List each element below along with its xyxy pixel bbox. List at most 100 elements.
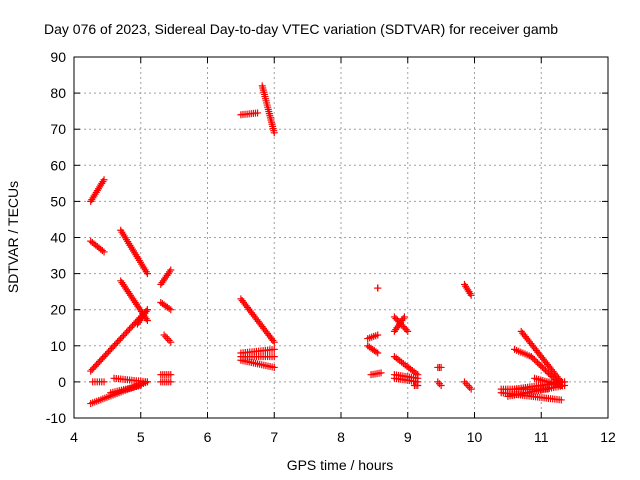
data-point — [532, 357, 540, 365]
data-point — [165, 304, 173, 312]
data-series-segment — [237, 109, 262, 119]
x-tick-label: 7 — [270, 429, 278, 445]
data-point — [111, 341, 119, 349]
y-tick-label: 60 — [50, 157, 66, 173]
chart-title: Day 076 of 2023, Sidereal Day-to-day VTE… — [44, 21, 558, 37]
x-axis-label: GPS time / hours — [287, 457, 394, 473]
grid-lines — [74, 57, 608, 418]
data-series-segment — [87, 176, 108, 205]
data-point — [127, 323, 135, 331]
data-point — [91, 362, 99, 370]
data-point — [117, 335, 125, 343]
data-series-segment — [160, 331, 175, 346]
x-axis-ticks: 4 5 6 7 8 9 10 11 12 — [70, 57, 616, 445]
data-point — [100, 248, 108, 256]
data-point — [143, 378, 151, 386]
data-point — [537, 362, 545, 370]
data-point — [400, 313, 408, 321]
data-point — [530, 356, 538, 364]
data-point — [390, 313, 398, 321]
data-series-segment — [237, 356, 278, 371]
data-series-segment — [110, 374, 151, 386]
data-series-segment — [390, 353, 422, 379]
data-point — [414, 382, 422, 390]
data-point — [112, 340, 120, 348]
data-point — [374, 284, 382, 292]
data-point — [143, 306, 151, 314]
data-point — [529, 354, 537, 362]
data-point — [100, 353, 108, 361]
data-point — [546, 371, 554, 379]
data-point — [88, 365, 96, 373]
data-point — [167, 338, 175, 346]
data-point — [124, 327, 132, 335]
data-point — [467, 385, 475, 393]
y-tick-label: 20 — [50, 302, 66, 318]
data-point — [399, 323, 407, 331]
data-point — [534, 359, 542, 367]
data-point — [270, 338, 278, 346]
data-point — [543, 368, 551, 376]
data-point — [123, 328, 131, 336]
data-point — [115, 336, 123, 344]
data-point — [402, 326, 410, 334]
data-point — [100, 378, 108, 386]
data-point — [401, 324, 409, 332]
y-tick-label: 10 — [50, 338, 66, 354]
data-point — [540, 365, 548, 373]
data-point — [557, 382, 565, 390]
y-tick-label: 0 — [58, 374, 66, 390]
data-series-segment — [434, 378, 445, 390]
data-series-segment — [237, 353, 278, 361]
data-point — [97, 356, 105, 364]
x-tick-label: 12 — [600, 429, 616, 445]
data-series-segment — [460, 280, 475, 299]
data-point — [377, 369, 385, 377]
x-tick-label: 11 — [534, 429, 549, 445]
data-point — [120, 332, 128, 340]
data-series-segment — [374, 284, 382, 292]
data-point — [545, 369, 553, 377]
data-series-segment — [117, 226, 151, 278]
y-tick-label: 30 — [50, 266, 66, 282]
data-point — [269, 336, 277, 344]
data-series-segment — [157, 378, 175, 386]
data-point — [527, 353, 535, 361]
data-point — [109, 343, 117, 351]
data-series-segment — [390, 374, 422, 386]
x-tick-label: 10 — [467, 429, 483, 445]
data-series-segment — [460, 378, 475, 393]
data-point — [99, 354, 107, 362]
data-point — [557, 396, 565, 404]
data-point — [374, 331, 382, 339]
data-point — [372, 348, 380, 356]
x-tick-label: 6 — [204, 429, 212, 445]
data-point — [374, 349, 382, 357]
data-series-segment — [390, 313, 408, 335]
x-tick-label: 9 — [404, 429, 412, 445]
y-tick-label: 80 — [50, 85, 66, 101]
data-series-segment — [434, 363, 445, 371]
y-axis-ticks: -10 0 10 20 30 40 50 60 70 80 90 — [46, 49, 608, 426]
data-point — [102, 351, 110, 359]
data-point — [538, 363, 546, 371]
y-tick-label: 90 — [50, 49, 66, 65]
data-series-segment — [157, 298, 175, 314]
data-point — [467, 291, 475, 299]
data-series-segment — [89, 378, 108, 386]
data-series-segment — [258, 82, 278, 137]
data-point — [93, 361, 101, 369]
data-point — [270, 345, 278, 353]
data-point — [167, 371, 175, 379]
data-point — [118, 333, 126, 341]
data-point — [143, 317, 151, 325]
data-point — [106, 346, 114, 354]
data-point — [143, 270, 151, 278]
data-point — [128, 322, 136, 330]
data-point — [437, 382, 445, 390]
data-point — [270, 129, 278, 137]
data-point — [392, 315, 400, 323]
data-point — [548, 372, 556, 380]
data-point — [535, 360, 543, 368]
